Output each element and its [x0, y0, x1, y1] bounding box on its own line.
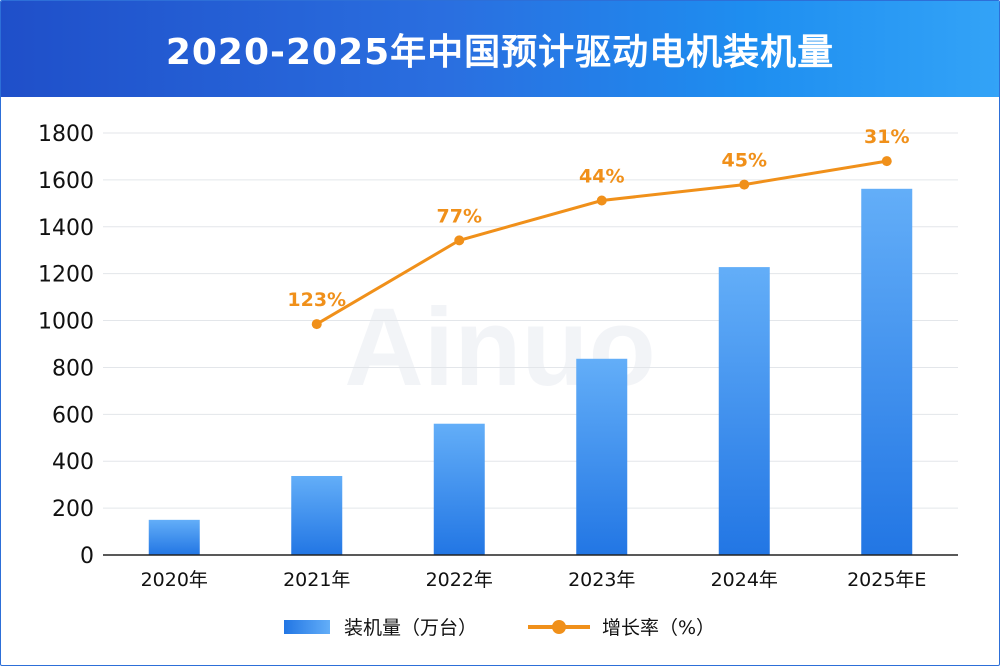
legend-bar-label: 装机量（万台）	[344, 617, 477, 639]
x-tick-label: 2020年	[141, 569, 208, 591]
y-axis-ticks: 0 200 400 600 800 1000 1200 1400 1600 1800	[38, 122, 94, 569]
growth-label: 77%	[437, 205, 482, 227]
y-tick-label: 600	[52, 403, 94, 428]
growth-point	[596, 195, 607, 206]
bar	[291, 475, 343, 555]
y-tick-label: 1400	[38, 216, 94, 241]
bar-series	[148, 188, 913, 555]
growth-label: 44%	[579, 166, 624, 188]
y-tick-label: 1200	[38, 263, 94, 288]
bar	[718, 267, 770, 555]
bar	[576, 358, 628, 555]
y-tick-label: 800	[52, 356, 94, 381]
growth-point	[739, 179, 750, 190]
bar	[148, 519, 200, 555]
growth-label: 123%	[287, 289, 346, 311]
y-tick-label: 400	[52, 450, 94, 475]
bar	[433, 423, 485, 555]
growth-point	[454, 235, 465, 246]
x-tick-label: 2025年E	[847, 569, 926, 591]
line-series: 123% 77% 44% 45% 31%	[287, 126, 909, 330]
x-tick-label: 2021年	[283, 569, 350, 591]
legend-line-marker	[552, 620, 566, 634]
growth-point	[311, 319, 322, 330]
y-tick-label: 1600	[38, 169, 94, 194]
grid-layer	[103, 132, 958, 509]
legend-bar-swatch	[284, 620, 330, 634]
y-tick-label: 1000	[38, 310, 94, 335]
growth-label: 45%	[722, 150, 767, 172]
y-tick-label: 1800	[38, 122, 94, 147]
growth-label: 31%	[864, 126, 909, 148]
x-axis-labels: 2020年 2021年 2022年 2023年 2024年 2025年E	[141, 569, 927, 591]
bar	[861, 188, 913, 555]
x-tick-label: 2022年	[426, 569, 493, 591]
title-bar: 2020-2025年中国预计驱动电机装机量	[1, 1, 999, 97]
growth-point	[881, 156, 892, 167]
legend: 装机量（万台） 增长率（%）	[284, 617, 715, 639]
y-tick-label: 0	[80, 544, 94, 569]
legend-line-label: 增长率（%）	[602, 617, 715, 639]
x-tick-label: 2024年	[711, 569, 778, 591]
y-tick-label: 200	[52, 497, 94, 522]
x-tick-label: 2023年	[568, 569, 635, 591]
chart-title: 2020-2025年中国预计驱动电机装机量	[165, 32, 835, 73]
